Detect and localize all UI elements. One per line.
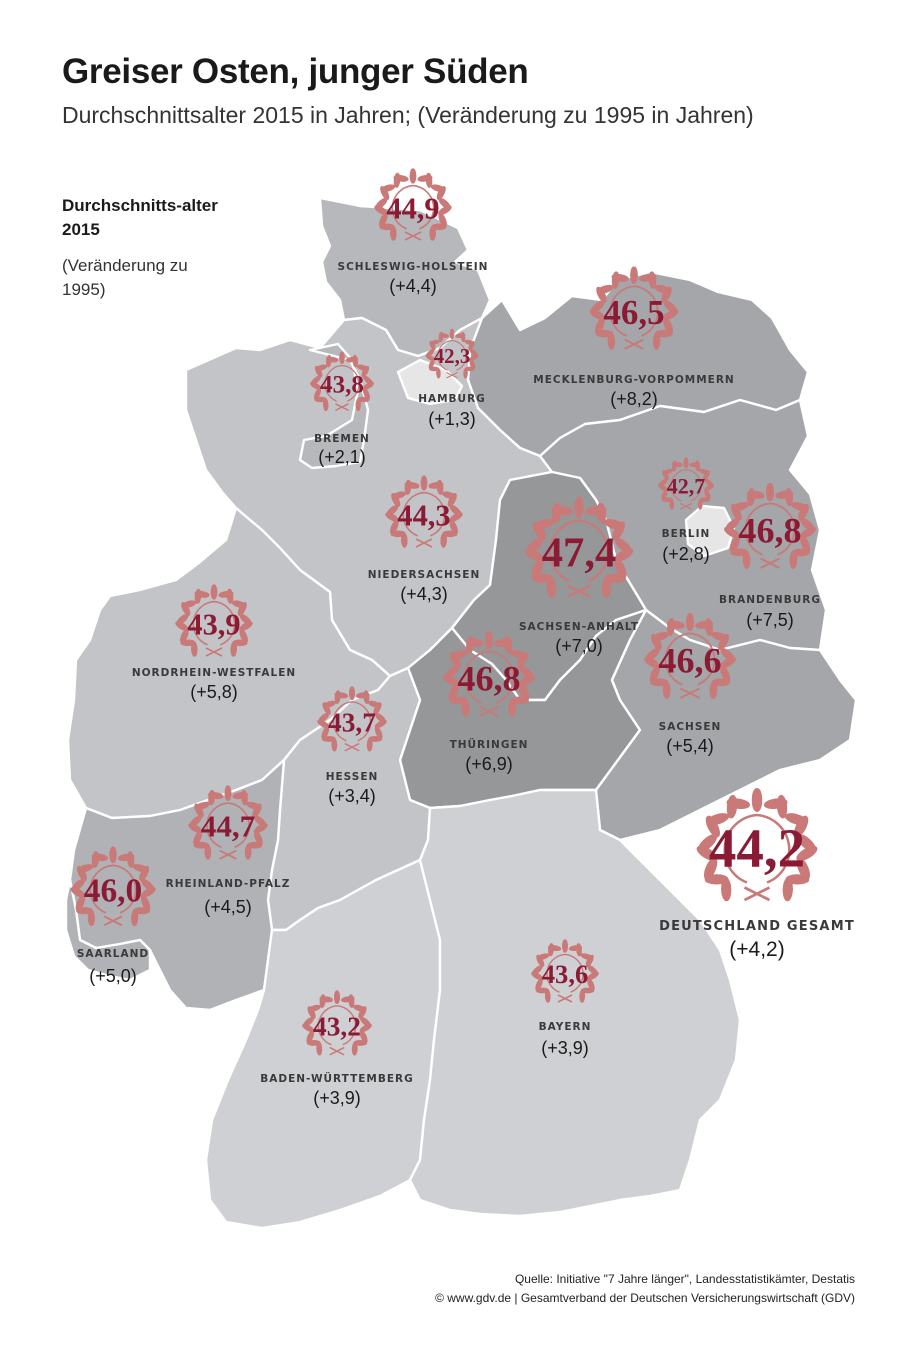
legend-subtitle: (Veränderung zu 1995) (62, 256, 188, 299)
region-name: THÜRINGEN (450, 737, 529, 751)
badge-brandenburg: 46,8 BRANDENBURG (+7,5) (719, 483, 821, 630)
region-name: NORDRHEIN-WESTFALEN (132, 667, 296, 679)
region-name: DEUTSCHLAND GESAMT (659, 919, 855, 934)
badge-hamburg: 42,3 HAMBURG (+1,3) (418, 329, 486, 429)
age-value: 47,4 (542, 530, 616, 577)
age-change: (+6,9) (465, 754, 513, 774)
age-change: (+4,3) (400, 584, 448, 604)
source-line-2: © www.gdv.de | Gesamtverband der Deutsch… (435, 1291, 855, 1305)
map-title: Greiser Osten, junger Süden (62, 52, 529, 91)
age-change: (+8,2) (610, 389, 658, 409)
age-change: (+5,8) (190, 682, 238, 702)
badge-niedersachsen: 44,3 NIEDERSACHSEN (+4,3) (368, 476, 481, 604)
region-name: BAYERN (539, 1021, 592, 1033)
badge-bayern: 43,6 BAYERN (+3,9) (530, 940, 599, 1058)
region-bayern (408, 788, 742, 1218)
badge-nordrhein-westfalen: 43,9 NORDRHEIN-WESTFALEN (+5,8) (132, 585, 296, 702)
source-line-1: Quelle: Initiative "7 Jahre länger", Lan… (514, 1272, 855, 1286)
age-change: (+7,5) (746, 610, 794, 630)
age-value: 44,2 (709, 817, 805, 878)
region-name: NIEDERSACHSEN (368, 569, 481, 581)
age-change: (+4,4) (389, 276, 437, 296)
germany-base (64, 196, 858, 1230)
badge-sachsen-anhalt: 47,4 SACHSEN-ANHALT (+7,0) (519, 497, 639, 656)
region-name: RHEINLAND-PFALZ (166, 878, 291, 890)
age-change: (+7,0) (555, 636, 603, 656)
age-value: 44,3 (397, 498, 450, 532)
badge-hessen: 43,7 HESSEN (+3,4) (316, 687, 387, 806)
region-hamburg (396, 358, 464, 406)
age-value: 44,7 (201, 809, 256, 844)
age-value: 42,7 (667, 474, 706, 499)
age-change: (+5,0) (89, 966, 137, 986)
region-bremen (298, 342, 370, 470)
region-name: MECKLENBURG-VORPOMMERN (533, 374, 734, 386)
age-value: 46,0 (84, 872, 143, 909)
badge-rheinland-pfalz: 44,7 RHEINLAND-PFALZ (+4,5) (166, 786, 291, 917)
age-value: 46,5 (603, 293, 664, 332)
age-change: (+3,9) (541, 1038, 589, 1058)
badge-bremen: 43,8 BREMEN (+2,1) (309, 352, 374, 467)
age-value: 43,7 (328, 707, 376, 737)
region-name: BRANDENBURG (719, 594, 821, 606)
region-name: SAARLAND (77, 948, 149, 960)
badge-baden-w-rttemberg: 43,2 BADEN-WÜRTTEMBERG (+3,9) (260, 991, 413, 1108)
region-name: HAMBURG (418, 393, 486, 405)
region-saarland (64, 878, 152, 982)
region-name: BADEN-WÜRTTEMBERG (260, 1071, 413, 1085)
region-name: SCHLESWIG-HOLSTEIN (338, 261, 489, 273)
region-name: SACHSEN-ANHALT (519, 621, 639, 633)
age-change: (+5,4) (666, 736, 714, 756)
badge-mecklenburg-vorpommern: 46,5 MECKLENBURG-VORPOMMERN (+8,2) (533, 267, 734, 409)
region-sachsen (594, 608, 858, 842)
age-change: (+4,2) (729, 938, 784, 961)
age-change: (+2,1) (318, 447, 366, 467)
legend-title: Durchschnitts-alter 2015 (62, 196, 218, 239)
age-value: 43,8 (320, 372, 364, 399)
age-value: 43,6 (542, 959, 589, 989)
age-change: (+4,5) (204, 897, 252, 917)
age-value: 46,8 (738, 510, 801, 550)
region-name: BREMEN (314, 433, 370, 445)
age-change: (+3,4) (328, 786, 376, 806)
badge-saarland: 46,0 SAARLAND (+5,0) (69, 847, 156, 986)
region-name: BERLIN (662, 528, 711, 540)
region-berlin (684, 504, 736, 558)
age-value: 46,6 (658, 640, 721, 680)
source-note: Quelle: Initiative "7 Jahre länger", Lan… (435, 1270, 855, 1308)
map-subtitle: Durchschnittsalter 2015 in Jahren; (Verä… (62, 102, 754, 128)
badge-th-ringen: 46,8 THÜRINGEN (+6,9) (442, 631, 536, 774)
badge-schleswig-holstein: 44,9 SCHLESWIG-HOLSTEIN (+4,4) (338, 169, 489, 296)
badge-berlin: 42,7 BERLIN (+2,8) (657, 458, 714, 564)
age-value: 42,3 (434, 344, 471, 368)
age-change: (+2,8) (662, 544, 710, 564)
region-name: HESSEN (326, 771, 379, 783)
age-value: 46,8 (457, 658, 520, 698)
age-value: 44,9 (386, 191, 439, 225)
age-change: (+1,3) (428, 409, 476, 429)
age-change: (+3,9) (313, 1088, 361, 1108)
region-name: SACHSEN (659, 721, 722, 733)
age-value: 43,2 (313, 1011, 361, 1041)
age-value: 43,9 (187, 607, 240, 641)
badge-deutschland-gesamt: 44,2 DEUTSCHLAND GESAMT (+4,2) (659, 789, 855, 961)
badge-sachsen: 46,6 SACHSEN (+5,4) (643, 613, 737, 756)
